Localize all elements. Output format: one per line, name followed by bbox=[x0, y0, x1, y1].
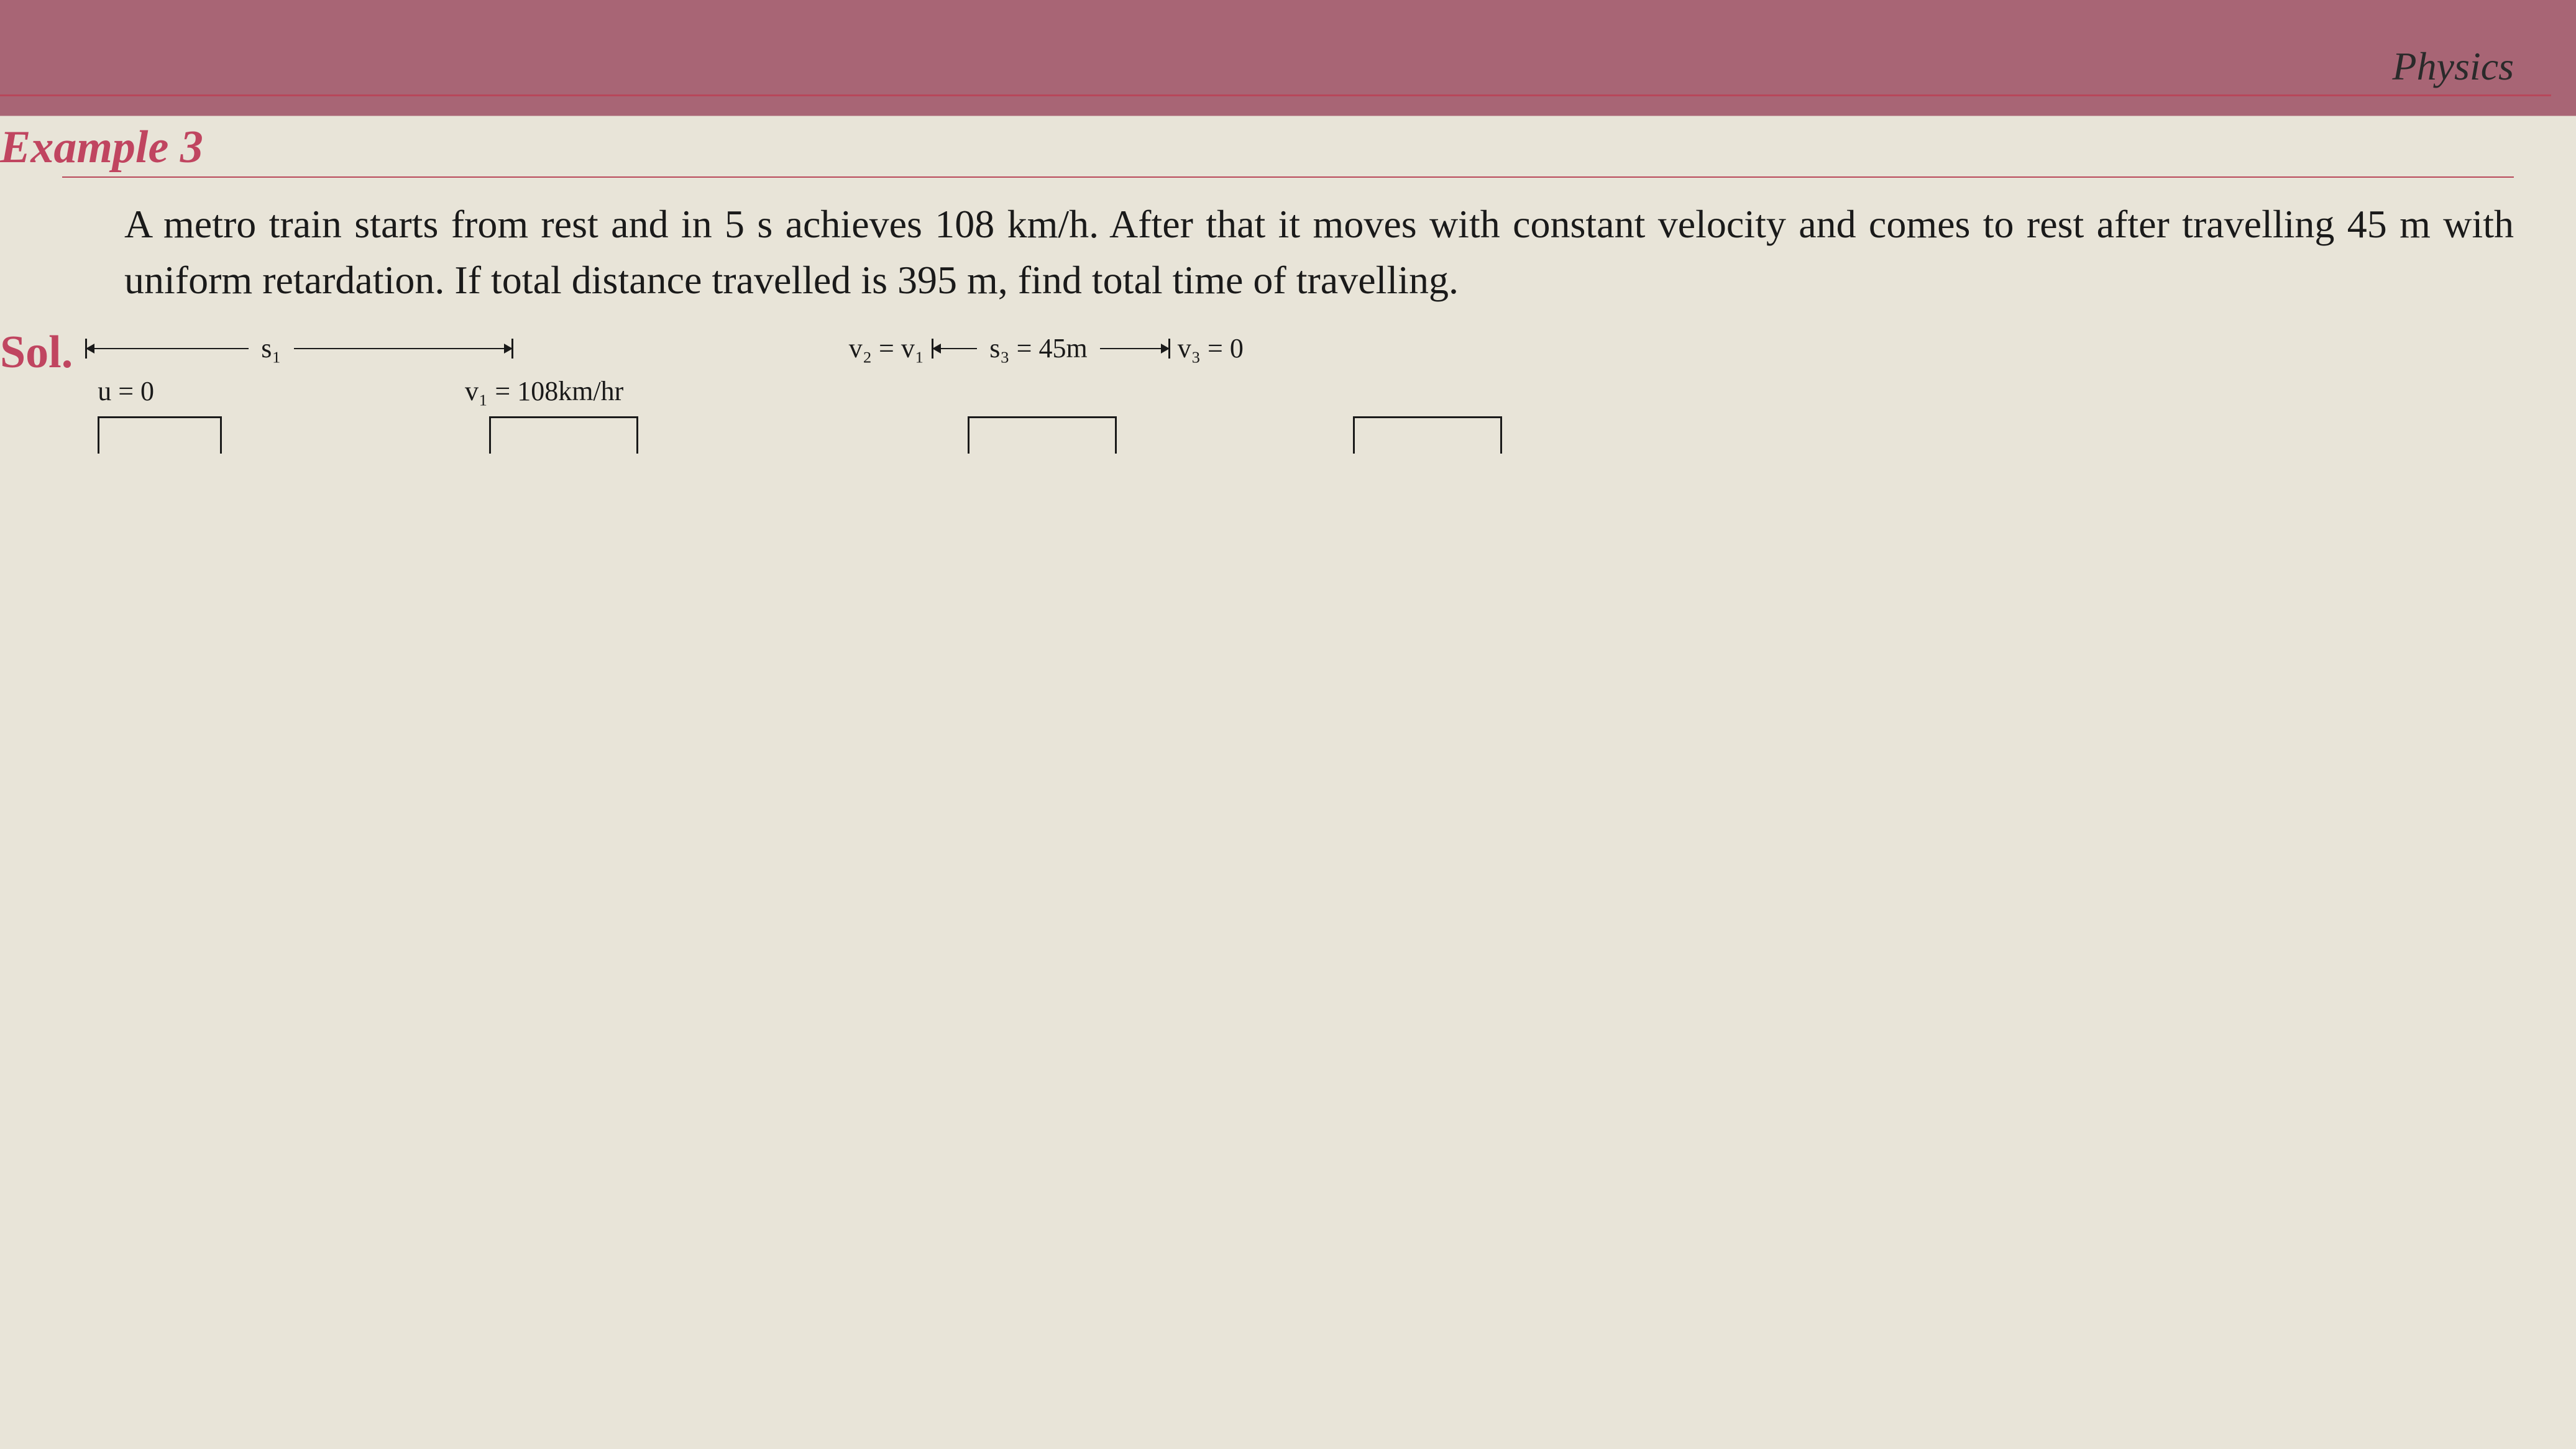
s1-label: s₁ bbox=[249, 332, 293, 364]
arrow-line-left-2 bbox=[933, 348, 977, 349]
arrow-line-left bbox=[87, 348, 249, 349]
train-box-2 bbox=[489, 416, 638, 454]
motion-diagram: s₁ v₂ = v₁ s₃ = 45m v₃ = 0 u = 0 v₁ = 1 bbox=[85, 326, 2551, 454]
header-rule bbox=[0, 94, 2551, 96]
box-gap-3 bbox=[1117, 416, 1353, 454]
problem-statement: A metro train starts from rest and in 5 … bbox=[0, 178, 2551, 326]
solution-area: Sol. s₁ v₂ = v₁ s₃ = 45m v₃ = 0 bbox=[0, 326, 2551, 454]
u-label: u = 0 bbox=[98, 375, 154, 407]
arrow-segment-s1: s₁ bbox=[85, 332, 513, 364]
subject-label: Physics bbox=[0, 37, 2551, 94]
box-gap-1 bbox=[222, 416, 489, 454]
label-gap-1 bbox=[154, 375, 465, 407]
v3-label: v₃ = 0 bbox=[1178, 332, 1244, 364]
train-box-1 bbox=[98, 416, 222, 454]
s3-label: s₃ = 45m bbox=[977, 332, 1100, 364]
arrow-segment-s3: v₂ = v₁ s₃ = 45m v₃ = 0 bbox=[849, 332, 1244, 364]
train-box-3 bbox=[968, 416, 1117, 454]
train-box-row bbox=[85, 416, 2551, 454]
example-number: Example 3 bbox=[0, 121, 203, 174]
solution-label: Sol. bbox=[0, 326, 73, 379]
v2-label: v₂ = v₁ bbox=[849, 332, 925, 364]
train-box-4 bbox=[1353, 416, 1502, 454]
box-gap-2 bbox=[638, 416, 968, 454]
v1-label: v₁ = 108km/hr bbox=[465, 375, 623, 407]
diagram-arrow-row: s₁ v₂ = v₁ s₃ = 45m v₃ = 0 bbox=[85, 332, 2551, 364]
arrow-line-right bbox=[294, 348, 511, 349]
page-header: Physics bbox=[0, 37, 2551, 96]
example-heading-row: Example 3 bbox=[0, 109, 2551, 178]
arrow-line-right-2 bbox=[1100, 348, 1168, 349]
velocity-labels-row: u = 0 v₁ = 108km/hr bbox=[85, 375, 2551, 407]
